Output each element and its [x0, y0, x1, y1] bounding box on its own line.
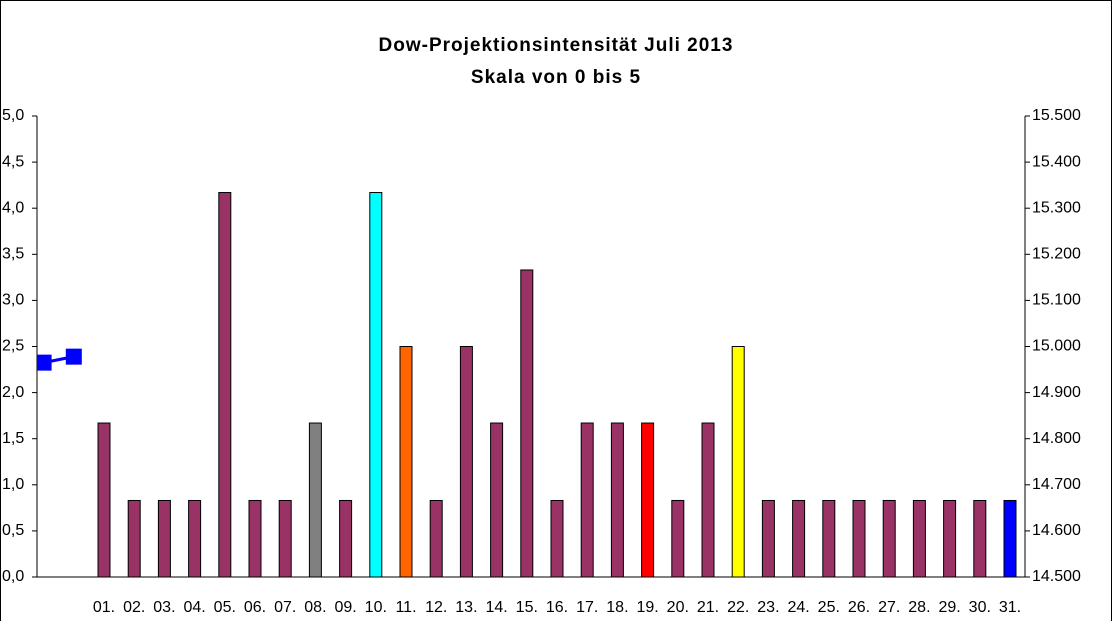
bar: [731, 346, 745, 578]
x-tick-label: 05.: [214, 599, 236, 616]
bar: [761, 499, 775, 578]
x-tick-label: 26.: [848, 599, 870, 616]
bar: [671, 499, 685, 578]
y2-tick-label: 14.500: [1032, 568, 1081, 585]
y2-tick-label: 14.700: [1032, 476, 1081, 493]
y2-tick-label: 15.200: [1032, 246, 1081, 263]
x-tick-label: 07.: [274, 599, 296, 616]
bar: [218, 192, 232, 578]
x-tick-label: 19.: [636, 599, 658, 616]
x-tick-label: 27.: [878, 599, 900, 616]
bar: [580, 422, 594, 578]
x-tick-label: 15.: [516, 599, 538, 616]
x-tick-label: 31.: [999, 599, 1021, 616]
x-tick-label: 14.: [485, 599, 507, 616]
y-tick-label: 4,5: [2, 153, 24, 170]
bar: [912, 499, 926, 578]
x-tick-label: 24.: [787, 599, 809, 616]
y-tick-label: 3,0: [2, 292, 24, 309]
y2-tick-label: 14.600: [1032, 522, 1081, 539]
y-tick-label: 5,0: [2, 107, 24, 124]
chart-subtitle: Skala von 0 bis 5: [471, 67, 641, 88]
x-tick-label: 09.: [334, 599, 356, 616]
x-tick-label: 29.: [938, 599, 960, 616]
bar: [97, 422, 111, 578]
y-tick-label: 1,0: [2, 476, 24, 493]
y-tick-label: 4,0: [2, 199, 24, 216]
bar: [339, 499, 353, 578]
bar: [248, 499, 262, 578]
bar: [701, 422, 715, 578]
y2-tick-label: 15.300: [1032, 199, 1081, 216]
bar: [188, 499, 202, 578]
bar: [610, 422, 624, 578]
bar: [973, 499, 987, 578]
x-tick-label: 20.: [667, 599, 689, 616]
bar: [852, 499, 866, 578]
x-tick-label: 13.: [455, 599, 477, 616]
bar: [308, 422, 322, 578]
y2-tick-label: 15.000: [1032, 338, 1081, 355]
x-tick-label: 03.: [153, 599, 175, 616]
y-tick-label: 0,0: [2, 568, 24, 585]
x-tick-label: 30.: [969, 599, 991, 616]
x-tick-label: 25.: [818, 599, 840, 616]
y2-tick-label: 15.100: [1032, 292, 1081, 309]
y2-tick-label: 14.900: [1032, 384, 1081, 401]
chart-title: Dow-Projektionsintensität Juli 2013: [379, 35, 734, 56]
y2-tick-label: 15.500: [1032, 107, 1081, 124]
bar: [520, 269, 534, 578]
x-tick-label: 06.: [244, 599, 266, 616]
y-tick-label: 0,5: [2, 522, 24, 539]
bar: [429, 499, 443, 578]
x-tick-label: 10.: [365, 599, 387, 616]
x-tick-label: 18.: [606, 599, 628, 616]
plot-area: [37, 348, 82, 371]
x-tick-label: 04.: [183, 599, 205, 616]
bar: [459, 346, 473, 578]
x-tick-label: 02.: [123, 599, 145, 616]
y-tick-label: 2,5: [2, 338, 24, 355]
bar: [882, 499, 896, 578]
x-tick-label: 11.: [395, 599, 416, 616]
x-tick-label: 28.: [908, 599, 930, 616]
bar: [127, 499, 141, 578]
bar: [943, 499, 957, 578]
bar: [1003, 499, 1017, 578]
y2-tick-label: 15.400: [1032, 153, 1081, 170]
y-tick-label: 2,0: [2, 384, 24, 401]
bar: [399, 346, 413, 578]
bar: [490, 422, 504, 578]
bar: [550, 499, 564, 578]
x-tick-label: 08.: [304, 599, 326, 616]
bar: [369, 192, 383, 578]
line-marker: [37, 354, 52, 371]
y-tick-label: 1,5: [2, 430, 24, 447]
bar: [822, 499, 836, 578]
bar: [641, 422, 655, 578]
y2-tick-label: 14.800: [1032, 430, 1081, 447]
bar: [157, 499, 171, 578]
x-tick-label: 16.: [546, 599, 568, 616]
x-tick-label: 01.: [93, 599, 115, 616]
x-tick-label: 17.: [576, 599, 598, 616]
bar: [278, 499, 292, 578]
bar: [792, 499, 806, 578]
x-tick-label: 23.: [757, 599, 779, 616]
x-tick-label: 12.: [425, 599, 447, 616]
y-tick-label: 3,5: [2, 246, 24, 263]
x-tick-label: 21.: [697, 599, 719, 616]
line-marker: [65, 348, 82, 365]
x-tick-label: 22.: [727, 599, 749, 616]
